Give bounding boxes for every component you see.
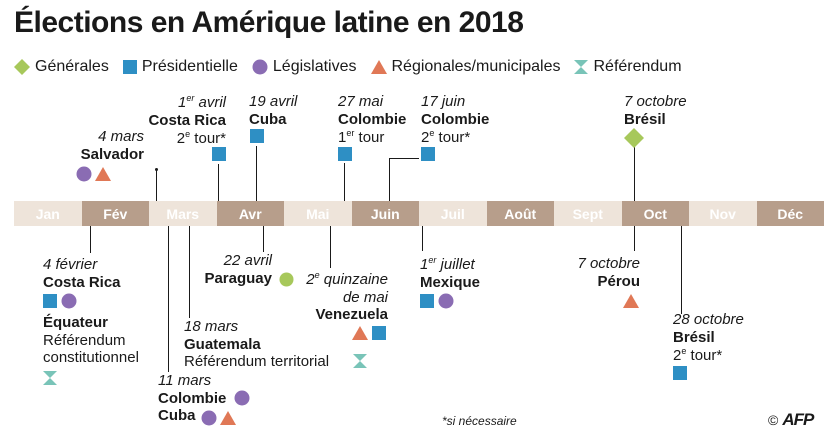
month-oct: Oct: [621, 201, 689, 226]
leader-line: [263, 226, 264, 252]
referendum-icon: [353, 354, 367, 368]
event-costa-rica-second-round: 1er avril Costa Rica 2e tour*: [148, 93, 226, 148]
leader-line: [634, 226, 635, 251]
event-paraguay: 22 avril Paraguay: [204, 252, 272, 287]
chart-title: Élections en Amérique latine en 2018: [14, 6, 524, 39]
presidential-icon: [250, 129, 264, 143]
legend-generales: Générales: [14, 58, 109, 76]
month-feb: Fév: [81, 201, 149, 226]
month-apr: Avr: [216, 201, 284, 226]
leader-line: [90, 226, 91, 253]
legend-regionales: Régionales/municipales: [370, 58, 561, 76]
leader-line: [168, 226, 169, 372]
presidential-icon: [212, 147, 226, 161]
square-icon: [122, 60, 137, 74]
event-costa-rica-february: 4 février Costa Rica: [43, 256, 121, 291]
leader-line: [681, 226, 682, 314]
legislative-icon: [61, 293, 77, 309]
month-jul: Juil: [419, 201, 487, 226]
leader-dot: [155, 168, 158, 171]
event-guatemala: 18 mars Guatemala Référendum territorial: [184, 318, 330, 371]
month-dec: Déc: [756, 201, 824, 226]
leader-line: [389, 158, 419, 159]
presidential-icon: [43, 294, 57, 308]
regional-icon: [623, 294, 639, 308]
event-brazil-second-round: 28 octobre Brésil 2e tour*: [673, 311, 744, 365]
leader-line: [634, 147, 635, 201]
presidential-icon: [421, 147, 435, 161]
month-may: Mai: [284, 201, 352, 226]
legislative-icon: [234, 390, 250, 406]
month-sep: Sept: [554, 201, 622, 226]
leader-line: [218, 164, 219, 201]
legend-label: Générales: [35, 58, 109, 75]
legislative-icon: [201, 410, 217, 426]
regional-icon: [352, 326, 368, 340]
legend: Générales Présidentielle Législatives Ré…: [14, 56, 696, 78]
presidential-icon: [338, 147, 352, 161]
diamond-icon: [14, 59, 30, 75]
legend-legislatives: Législatives: [252, 58, 357, 76]
regional-icon: [95, 167, 111, 181]
legislative-icon: [438, 293, 454, 309]
hourglass-icon: [574, 60, 589, 74]
leader-line: [344, 163, 345, 201]
event-colombia-cuba-march: 11 mars Colombie Cuba: [158, 372, 227, 425]
leader-line: [189, 226, 190, 318]
general-election-icon: [624, 128, 644, 148]
circle-icon: [252, 59, 268, 75]
triangle-icon: [370, 60, 387, 74]
leader-line: [389, 158, 390, 201]
legend-referendum: Référendum: [574, 58, 682, 76]
referendum-icon: [43, 371, 57, 385]
event-colombia-first-round: 27 mai Colombie 1er tour: [338, 93, 407, 147]
month-mar: Mars: [149, 201, 217, 226]
leader-line: [422, 226, 423, 251]
event-peru: 7 octobre Pérou: [577, 255, 640, 290]
credit: © AFP: [768, 410, 814, 430]
legend-label: Présidentielle: [141, 58, 238, 75]
leader-line: [156, 170, 157, 201]
copyright-symbol: ©: [768, 412, 779, 428]
month-nov: Nov: [689, 201, 757, 226]
event-cuba-april: 19 avril Cuba: [249, 93, 298, 128]
timeline: Jan Fév Mars Avr Mai Juin Juil Août Sept…: [14, 201, 824, 226]
month-jun: Juin: [351, 201, 419, 226]
event-colombia-second-round: 17 juin Colombie 2e tour*: [421, 93, 490, 147]
legend-label: Régionales/municipales: [391, 58, 561, 75]
presidential-icon: [420, 294, 434, 308]
event-salvador: 4 mars Salvador: [80, 128, 144, 163]
event-mexico: 1er juillet Mexique: [420, 255, 481, 291]
legend-label: Législatives: [272, 58, 357, 75]
legend-presidentielle: Présidentielle: [122, 58, 238, 76]
legislative-icon: [76, 166, 92, 182]
footnote: *si nécessaire: [442, 414, 517, 428]
presidential-icon: [372, 326, 386, 340]
leader-line: [256, 146, 257, 201]
afp-logo: AFP: [782, 410, 814, 429]
legend-label: Référendum: [593, 58, 682, 75]
regional-icon: [220, 411, 236, 425]
month-aug: Août: [486, 201, 554, 226]
event-ecuador: Équateur Référendum constitutionnel: [43, 314, 139, 367]
general-election-icon: [279, 272, 294, 287]
month-jan: Jan: [14, 201, 82, 226]
leader-line: [330, 226, 331, 268]
event-brazil-first-round: 7 octobre Brésil: [624, 93, 687, 128]
event-venezuela: 2e quinzaine de mai Venezuela: [306, 270, 388, 324]
presidential-icon: [673, 366, 687, 380]
